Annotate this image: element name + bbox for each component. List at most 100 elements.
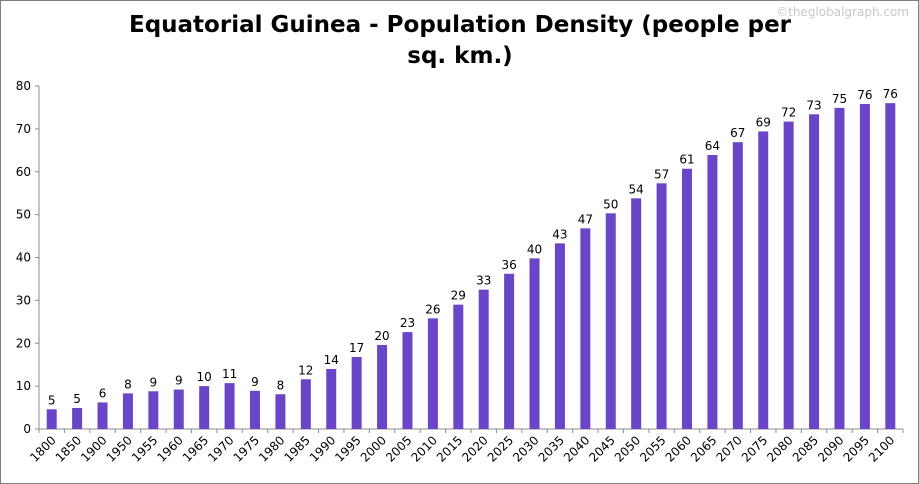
chart-title: Equatorial Guinea - Population Density (… [60,10,860,72]
bar [529,258,540,429]
data-label: 26 [425,302,440,316]
bar [504,273,515,429]
y-tick-label: 50 [16,208,31,222]
y-tick-label: 40 [16,251,31,265]
data-label: 43 [552,227,567,241]
chart-title-line-2: sq. km.) [407,43,513,69]
y-tick-label: 30 [16,293,31,307]
data-label: 11 [222,367,237,381]
bar [682,168,692,429]
data-label: 14 [324,353,339,367]
bar [885,103,896,430]
bar [72,407,83,429]
data-label: 9 [175,374,183,388]
chart-title-line-1: Equatorial Guinea - Population Density (… [128,12,792,38]
data-label: 8 [124,377,132,391]
x-tick-label: 2045 [586,433,617,464]
x-tick-label: 2035 [536,433,567,464]
data-label: 73 [806,98,821,112]
bar [377,344,388,429]
x-tick-label: 1850 [53,433,84,464]
watermark-text: ©theglobalgraph.com [776,5,909,19]
x-tick-label: 1995 [332,433,363,464]
x-tick-label: 2065 [688,433,719,464]
data-label: 17 [349,341,364,355]
x-tick-label: 2055 [637,433,668,464]
data-label: 5 [73,392,81,406]
bar [122,393,133,429]
x-tick-label: 2005 [383,433,414,464]
x-tick-label: 2070 [713,433,744,464]
bar [809,114,820,430]
data-label: 54 [629,182,644,196]
x-tick-label: 1800 [27,433,58,464]
bar [758,131,769,429]
data-label: 33 [476,274,491,288]
y-tick-label: 70 [16,122,31,136]
bar [631,198,642,429]
data-label: 8 [277,378,285,392]
bar [554,243,565,429]
bar [402,332,413,429]
bar [478,289,489,429]
x-tick-label: 2060 [663,433,694,464]
data-label: 12 [298,363,313,377]
x-tick-label: 1900 [78,433,109,464]
x-tick-label: 2095 [841,433,872,464]
data-label: 23 [400,316,415,330]
data-label: 47 [578,212,593,226]
x-tick-label: 2040 [561,433,592,464]
bar [173,389,184,429]
bar [732,142,743,429]
data-label: 75 [832,92,847,106]
x-tick-label: 1950 [104,433,135,464]
data-label: 5 [48,393,56,407]
x-tick-label: 1980 [256,433,287,464]
bar [148,391,159,429]
data-label: 20 [374,329,389,343]
bar [783,121,794,430]
y-tick-label: 20 [16,336,31,350]
bar [275,394,286,429]
data-label: 69 [756,115,771,129]
x-tick-label: 1985 [281,433,312,464]
bar [859,104,870,429]
data-label: 57 [654,167,669,181]
x-tick-label: 2085 [790,433,821,464]
x-tick-label: 2090 [815,433,846,464]
x-tick-label: 1965 [180,433,211,464]
y-tick-label: 60 [16,165,31,179]
bar [707,155,718,429]
x-tick-label: 2015 [434,433,465,464]
y-tick-label: 10 [16,379,31,393]
x-tick-label: 1970 [205,433,236,464]
bar [605,213,616,429]
data-label: 9 [150,375,158,389]
x-tick-label: 2080 [764,433,795,464]
data-label: 36 [501,258,516,272]
x-tick-label: 2050 [612,433,643,464]
x-tick-label: 1990 [307,433,338,464]
x-tick-label: 2075 [739,433,770,464]
data-label: 40 [527,242,542,256]
x-tick-label: 2030 [510,433,541,464]
y-tick-label: 0 [23,422,31,436]
x-tick-label: 2010 [409,433,440,464]
bar [97,402,108,429]
bar [250,390,260,429]
x-tick-label: 2100 [866,433,897,464]
x-tick-label: 2000 [358,433,389,464]
bar [326,368,337,429]
x-tick-label: 1955 [129,433,160,464]
bar [580,228,591,429]
data-label: 67 [730,126,745,140]
data-label: 9 [251,375,259,389]
x-tick-label: 1975 [231,433,262,464]
x-tick-label: 2020 [459,433,490,464]
bar [199,386,210,429]
bar [427,318,438,429]
y-tick-label: 80 [16,79,31,93]
data-label: 72 [781,106,796,120]
data-label: 76 [883,87,898,101]
